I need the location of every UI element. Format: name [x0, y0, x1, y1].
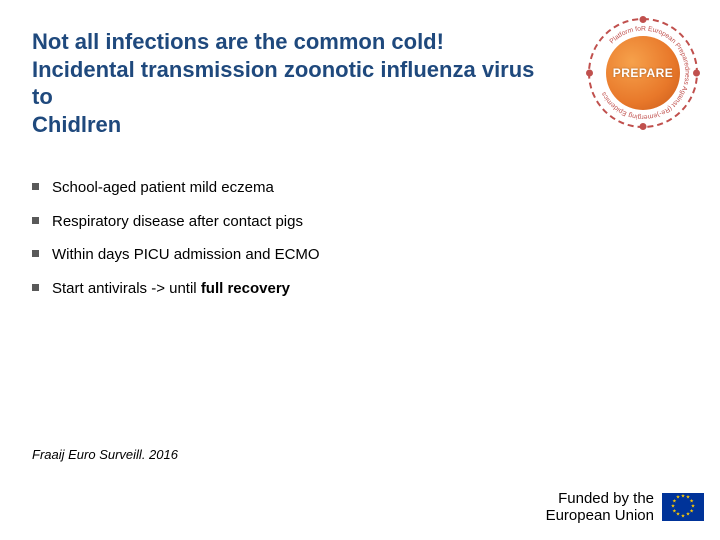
citation-text: Fraaij Euro Surveill. 2016 [32, 447, 178, 462]
list-item: Start antivirals -> until full recovery [32, 279, 688, 299]
footer-line-2: European Union [546, 507, 654, 524]
title-line-2: Incidental transmission zoonotic influen… [32, 57, 534, 110]
bullet-text: Within days PICU admission and ECMO [52, 246, 320, 263]
bullet-text: Start antivirals -> until [52, 280, 201, 297]
bullet-text: School-aged patient mild eczema [52, 179, 274, 196]
logo-ring-text: Platform foR European Preparedness Again… [590, 20, 696, 126]
title-line-1: Not all infections are the common cold! [32, 29, 444, 54]
svg-text:Platform foR European Prepared: Platform foR European Preparedness Again… [600, 26, 690, 121]
list-item: Respiratory disease after contact pigs [32, 212, 688, 232]
logo-outer-ring: Platform foR European Preparedness Again… [588, 18, 698, 128]
slide: Not all infections are the common cold! … [0, 0, 720, 540]
eu-stars-icon: ★ ★ ★ ★ ★ ★ ★ ★ ★ ★ ★ ★ [673, 497, 693, 517]
slide-title: Not all infections are the common cold! … [32, 28, 552, 138]
title-line-3: Chidlren [32, 112, 121, 137]
eu-flag-icon: ★ ★ ★ ★ ★ ★ ★ ★ ★ ★ ★ ★ [662, 493, 704, 521]
footer-line-1: Funded by the [558, 490, 654, 507]
bullet-list: School-aged patient mild eczema Respirat… [32, 178, 688, 298]
bullet-bold: full recovery [201, 280, 290, 297]
list-item: Within days PICU admission and ECMO [32, 245, 688, 265]
list-item: School-aged patient mild eczema [32, 178, 688, 198]
bullet-text: Respiratory disease after contact pigs [52, 213, 303, 230]
prepare-logo: Platform foR European Preparedness Again… [588, 18, 698, 128]
footer-text: Funded by the European Union [546, 490, 654, 525]
footer: Funded by the European Union ★ ★ ★ ★ ★ ★… [546, 490, 704, 525]
